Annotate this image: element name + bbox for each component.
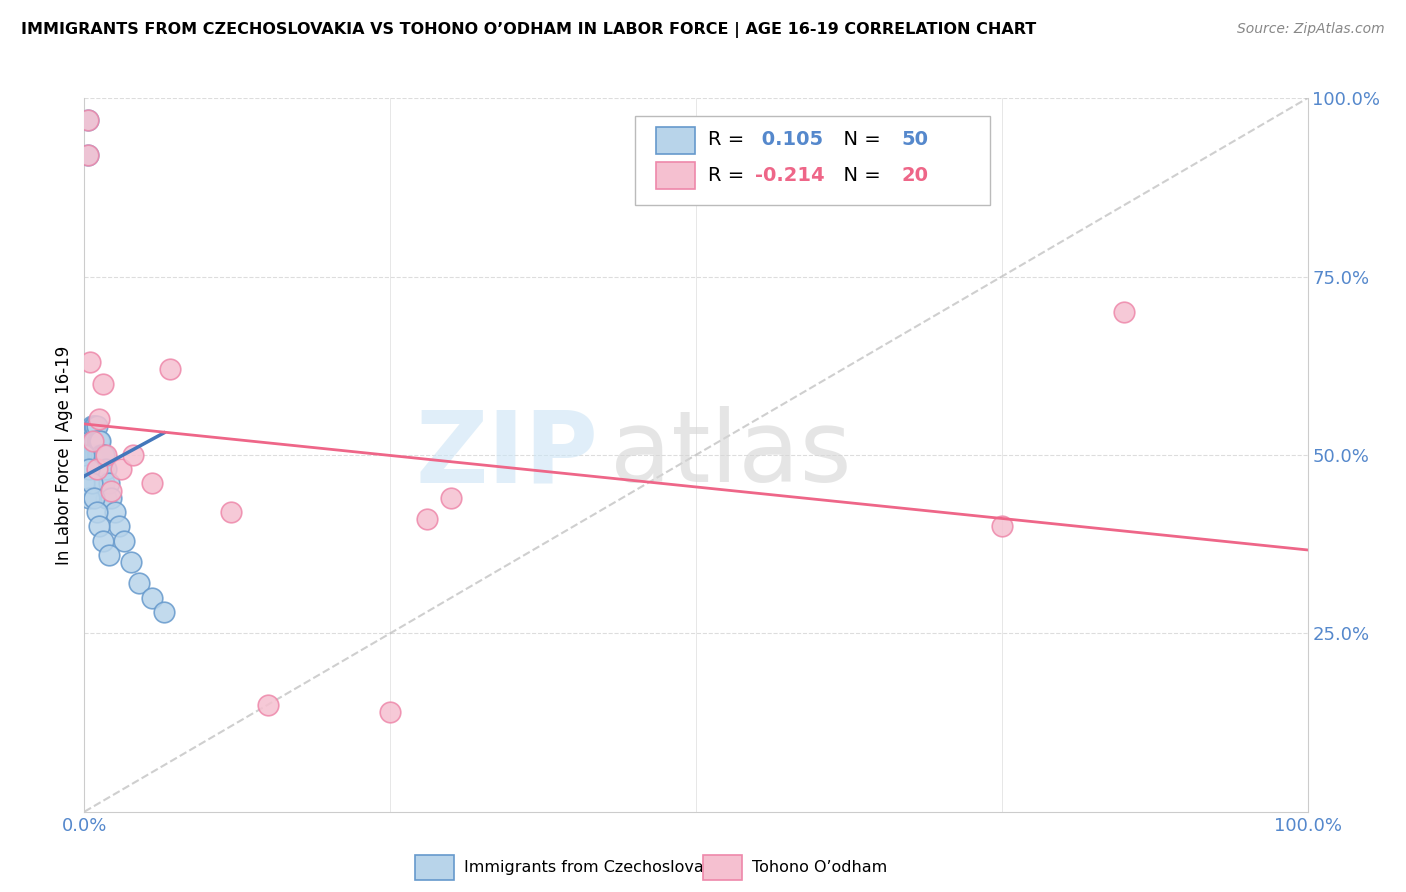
Point [104,505,127,519]
Point [100,483,122,498]
Point [153,605,176,619]
Point [86,462,108,476]
Point [80,448,103,462]
Point [90,462,112,476]
Point [87,434,110,448]
Point [91,533,114,548]
Point [96,448,118,462]
Text: atlas: atlas [610,407,852,503]
Point [86,448,108,462]
Point [97,548,120,562]
Text: ZIP: ZIP [415,407,598,503]
Point [91,376,114,391]
Point [87,448,110,462]
Point [84,419,107,434]
Point [122,448,145,462]
Text: -0.214: -0.214 [755,166,824,185]
Point [141,476,163,491]
Text: 0.105: 0.105 [755,130,823,149]
Point [110,462,132,476]
Point [219,505,242,519]
FancyBboxPatch shape [655,162,695,189]
Point [97,476,120,491]
Point [93,448,115,462]
Point [77,491,100,505]
Point [82,448,104,462]
Point [87,412,110,426]
Point [416,512,439,526]
Text: 20: 20 [901,166,928,185]
Point [89,462,111,476]
Point [107,519,129,533]
Point [100,491,122,505]
Y-axis label: In Labor Force | Age 16-19: In Labor Force | Age 16-19 [55,345,73,565]
Point [91,448,114,462]
Text: R =: R = [709,130,751,149]
Point [77,112,100,127]
Point [84,448,107,462]
Point [112,533,135,548]
Point [440,491,463,505]
Point [90,448,112,462]
Point [77,148,100,162]
Point [73,448,96,462]
Point [83,491,105,505]
Text: Immigrants from Czechoslovakia: Immigrants from Czechoslovakia [464,861,727,875]
Point [79,355,101,369]
Text: N =: N = [831,166,887,185]
FancyBboxPatch shape [636,116,990,205]
Point [77,148,100,162]
Point [96,462,118,476]
Point [87,519,110,533]
Point [93,476,115,491]
FancyBboxPatch shape [655,127,695,153]
Point [79,434,101,448]
Point [89,434,111,448]
Point [87,434,110,448]
Point [83,434,105,448]
Point [141,591,163,605]
Text: Tohono O’odham: Tohono O’odham [752,861,887,875]
Text: Source: ZipAtlas.com: Source: ZipAtlas.com [1237,22,1385,37]
Point [380,705,402,719]
Point [257,698,280,712]
Point [128,576,150,591]
Point [86,419,108,434]
Text: R =: R = [709,166,751,185]
Point [91,462,114,476]
Point [82,434,104,448]
Point [120,555,142,569]
Point [82,434,104,448]
Point [1114,305,1136,319]
Text: 50: 50 [901,130,928,149]
Point [84,434,107,448]
Point [86,462,108,476]
Point [96,491,118,505]
Text: IMMIGRANTS FROM CZECHOSLOVAKIA VS TOHONO O’ODHAM IN LABOR FORCE | AGE 16-19 CORR: IMMIGRANTS FROM CZECHOSLOVAKIA VS TOHONO… [21,22,1036,38]
Point [77,112,100,127]
Text: N =: N = [831,130,887,149]
Point [159,362,181,376]
Point [80,419,103,434]
Point [83,448,105,462]
Point [991,519,1014,533]
Point [77,462,100,476]
Point [86,434,108,448]
Point [83,419,105,434]
Point [80,476,103,491]
Point [73,476,96,491]
Point [86,505,108,519]
Point [87,448,110,462]
